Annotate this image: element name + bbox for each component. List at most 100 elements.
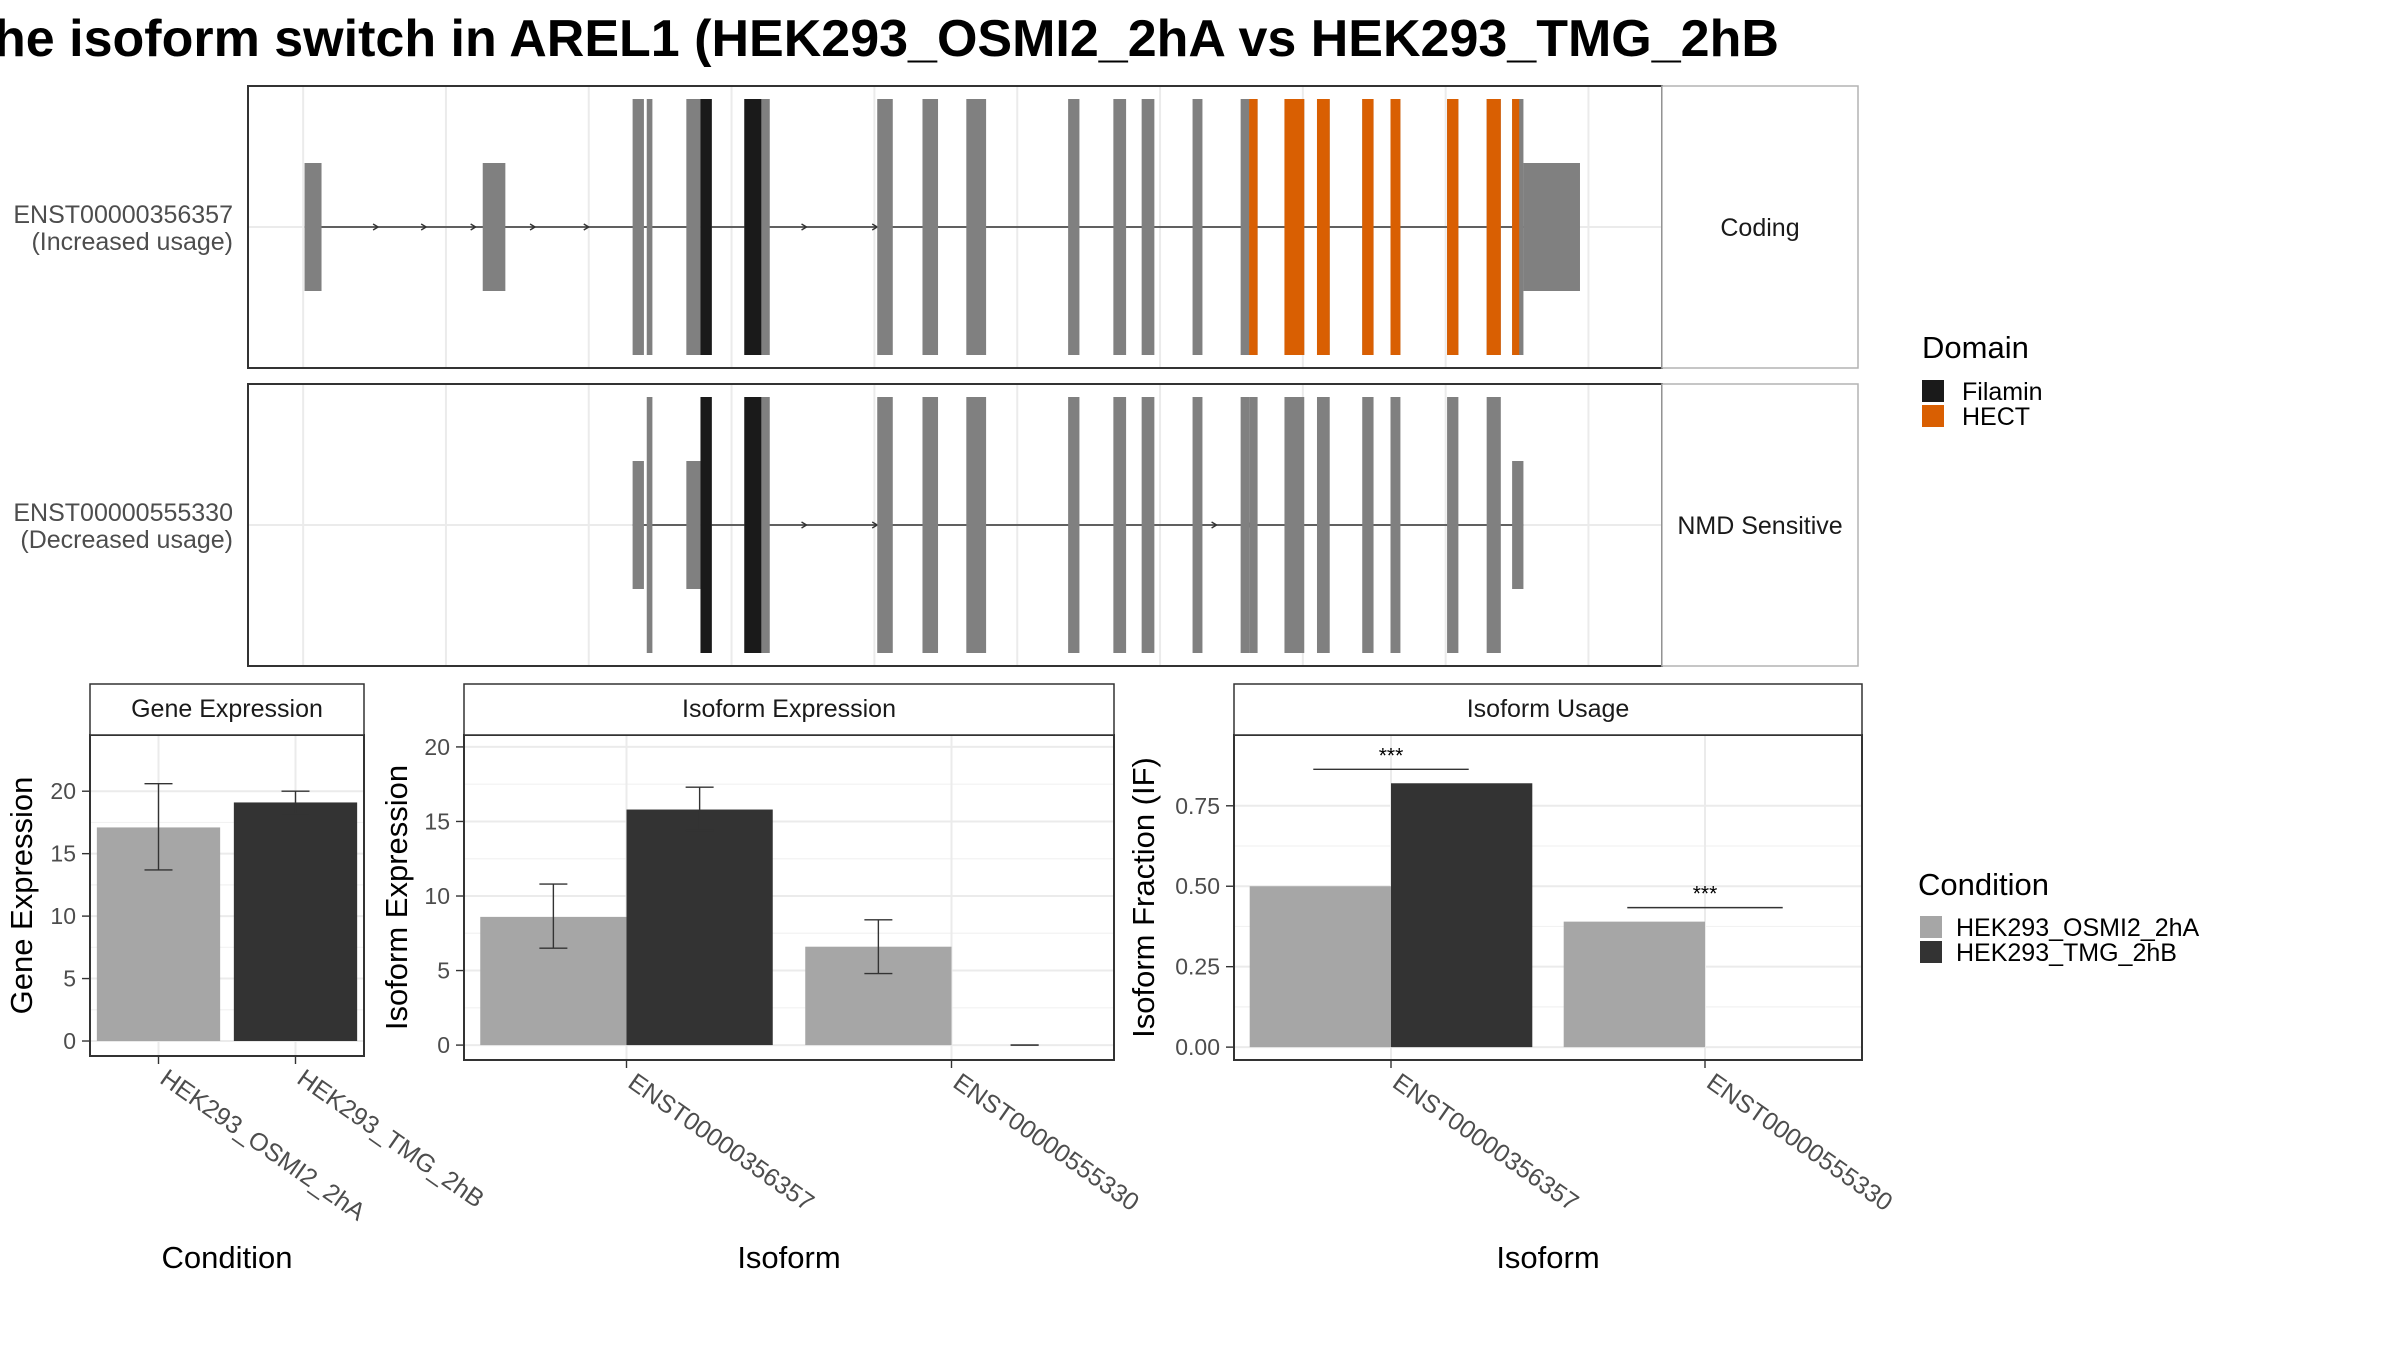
exon (966, 99, 987, 355)
legend-label-osmi2: HEK293_OSMI2_2hA (1956, 914, 2200, 942)
x-axis-title: Isoform (737, 1240, 840, 1275)
significance-label: *** (1693, 883, 1718, 906)
y-tick-label: 20 (50, 778, 76, 804)
exon (1141, 397, 1155, 653)
domain-legend: Domain Filamin HECT (1922, 330, 2043, 431)
exon (1240, 397, 1250, 653)
exon (1284, 397, 1305, 653)
condition-legend-title: Condition (1918, 867, 2049, 902)
y-tick-label: 20 (424, 734, 450, 760)
legend-label-hect: HECT (1962, 403, 2030, 431)
y-axis-title: Isoform Expression (379, 765, 414, 1030)
domain-hect (1486, 99, 1501, 355)
transcript-label: ENST00000356357 (13, 201, 233, 229)
exon (1192, 99, 1203, 355)
domain-filamin (744, 397, 762, 653)
x-axis-title: Isoform (1496, 1240, 1599, 1275)
domain-legend-title: Domain (1922, 330, 2029, 365)
legend-key-tmg (1920, 941, 1942, 963)
exon (1512, 461, 1524, 589)
facet-strip-label: NMD Sensitive (1677, 512, 1842, 540)
facet-strip (1661, 383, 1859, 667)
legend-key-osmi2 (1920, 916, 1942, 938)
condition-legend: Condition HEK293_OSMI2_2hA HEK293_TMG_2h… (1918, 867, 2200, 967)
exon (304, 163, 322, 291)
exon (1192, 397, 1203, 653)
bar (233, 802, 358, 1042)
exon (632, 461, 644, 589)
exon (1447, 397, 1459, 653)
exon (877, 99, 893, 355)
facet-strip-label: Isoform Usage (1467, 695, 1630, 723)
exon (686, 461, 701, 589)
y-tick-label: 5 (437, 958, 450, 984)
domain-hect (1512, 99, 1520, 355)
facet-strip-label: Gene Expression (131, 695, 323, 723)
y-tick-label: 10 (50, 903, 76, 929)
bar-chart-panels: Gene Expression05101520HEK293_OSMI2_2hAH… (4, 683, 1898, 1275)
y-tick-label: 0.50 (1175, 873, 1220, 899)
domain-filamin (744, 99, 762, 355)
y-tick-label: 15 (50, 841, 76, 867)
strand-arrow (583, 223, 591, 231)
y-tick-label: 15 (424, 808, 450, 834)
significance-label: *** (1379, 744, 1404, 767)
exon (646, 99, 653, 355)
exon (646, 397, 653, 653)
x-axis-title: Condition (162, 1240, 293, 1275)
domain-hect (1362, 99, 1374, 355)
exon (632, 99, 644, 355)
facet-strip (1661, 85, 1859, 369)
y-axis-title: Gene Expression (4, 777, 39, 1015)
bar (1563, 921, 1705, 1048)
y-tick-label: 0.75 (1175, 793, 1220, 819)
legend-label-tmg: HEK293_TMG_2hB (1956, 939, 2177, 967)
x-tick-label: ENST00000555330 (1702, 1068, 1898, 1217)
exon (1240, 99, 1250, 355)
gene-structure-panels: Coding ENST00000356357(Increased usage) NM… (13, 85, 1859, 667)
exon (1523, 163, 1580, 291)
facet-strip (89, 683, 365, 736)
x-tick-label: ENST00000555330 (948, 1068, 1144, 1217)
strand-arrow (372, 223, 380, 231)
domain-filamin (700, 99, 712, 355)
transcript-usage-label: (Increased usage) (31, 228, 233, 256)
transcript-usage-label: (Decreased usage) (20, 526, 233, 554)
bar (1391, 783, 1533, 1048)
y-tick-label: 0.00 (1175, 1034, 1220, 1060)
legend-key-hect (1922, 405, 1944, 427)
facet-strip-label: Coding (1720, 214, 1799, 242)
legend-key-filamin (1922, 380, 1944, 402)
strand-arrow (420, 223, 428, 231)
exon (922, 99, 939, 355)
domain-hect (1447, 99, 1459, 355)
y-tick-label: 10 (424, 883, 450, 909)
facet-strip (1233, 683, 1863, 736)
facet-strip (463, 683, 1115, 736)
bar-chart-gene-expression: Gene Expression05101520HEK293_OSMI2_2hAH… (4, 683, 489, 1275)
exon (1316, 397, 1330, 653)
y-tick-label: 0.25 (1175, 954, 1220, 980)
exon (1249, 397, 1258, 653)
strand-arrow (529, 223, 537, 231)
legend-label-filamin: Filamin (1962, 378, 2043, 406)
exon (1141, 99, 1155, 355)
transcript-label: ENST00000555330 (13, 499, 233, 527)
transcript-panel-ENST00000555330: NMD Sensitive ENST00000555330(Decreased u… (13, 383, 1859, 667)
exon (1113, 99, 1127, 355)
facet-strip-label: Isoform Expression (682, 695, 896, 723)
y-tick-label: 0 (437, 1032, 450, 1058)
strand-arrow (470, 223, 478, 231)
exon (966, 397, 987, 653)
y-tick-label: 5 (63, 966, 76, 992)
bar-chart-isoform-usage: *** *** Isoform Usage 0.00 0.25 0.50 0.75 ENST0… (1126, 683, 1898, 1275)
domain-hect (1249, 99, 1258, 355)
exon (1113, 397, 1127, 653)
domain-filamin (700, 397, 712, 653)
exon (877, 397, 893, 653)
transcript-panel-ENST00000356357: Coding ENST00000356357(Increased usage) (13, 85, 1859, 369)
domain-hect (1316, 99, 1330, 355)
domain-hect (1390, 99, 1401, 355)
exon (1362, 397, 1374, 653)
strand-arrow (801, 223, 808, 231)
